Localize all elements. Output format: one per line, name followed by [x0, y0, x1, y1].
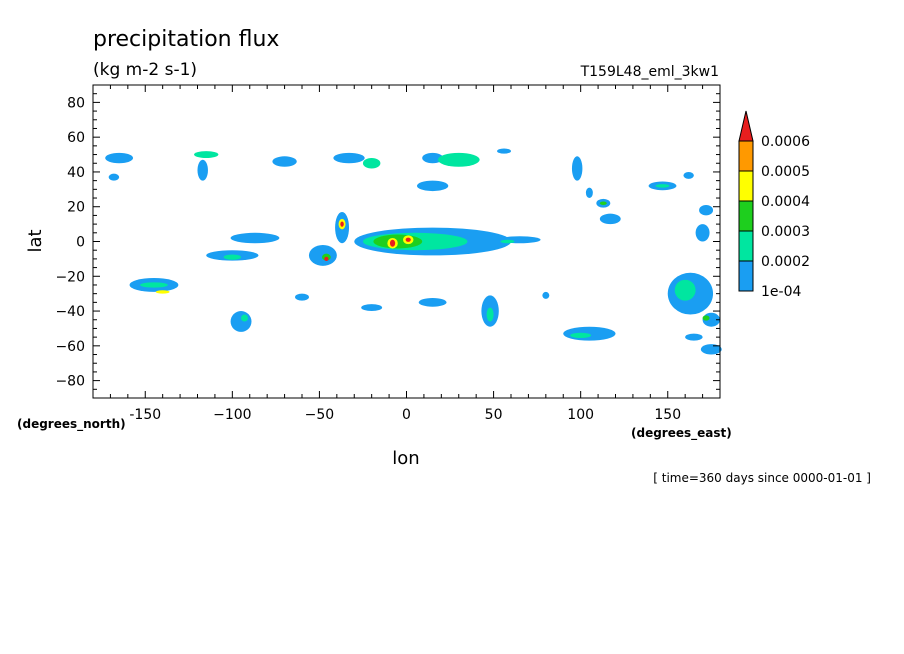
- colorbar-label: 0.0003: [761, 224, 810, 240]
- precip-cell-49: [683, 171, 694, 179]
- precip-cell-41: [570, 332, 592, 339]
- y-units-label: (degrees_north): [17, 417, 126, 432]
- run-label: T159L48_eml_3kw1: [580, 64, 719, 80]
- x-units-label: (degrees_east): [631, 426, 732, 441]
- precip-cell-6: [362, 158, 381, 169]
- x-tick-label: 150: [654, 407, 681, 423]
- precip-cell-42: [571, 156, 583, 181]
- precip-cell-31: [155, 290, 170, 294]
- precip-cell-5: [333, 152, 365, 164]
- y-axis-label: lat: [25, 229, 46, 252]
- precip-cell-13: [223, 254, 242, 260]
- precip-cell-38: [486, 307, 494, 322]
- units-label: (kg m-2 s-1): [93, 60, 197, 80]
- precip-cell-10: [416, 180, 449, 192]
- precip-cell-39: [542, 291, 550, 299]
- precip-cell-53: [674, 279, 696, 301]
- precip-cell-33: [241, 314, 249, 322]
- precip-cell-34: [295, 293, 309, 301]
- precip-cell-19: [324, 256, 329, 261]
- precip-cell-1: [108, 173, 120, 181]
- colorbar-label: 0.0006: [761, 134, 810, 150]
- colorbar-swatch: [738, 260, 754, 292]
- colorbar-label: 0.0004: [761, 194, 810, 210]
- precip-cell-16: [340, 221, 344, 227]
- precip-cell-26: [405, 237, 411, 242]
- x-axis: -150 −100 −50 0 50 100 150: [109, 85, 704, 423]
- colorbar-swatch: [738, 230, 754, 262]
- colorbar-arrow: [738, 110, 754, 142]
- precip-cells: [105, 148, 722, 355]
- colorbar-swatch: [738, 200, 754, 232]
- precip-cell-4: [272, 156, 297, 167]
- precip-cell-56: [685, 333, 703, 341]
- y-tick-label: −60: [55, 339, 85, 355]
- precip-cell-11: [230, 232, 280, 244]
- precip-cell-45: [599, 201, 607, 205]
- precip-cell-28: [500, 239, 515, 244]
- precip-cell-32: [230, 311, 252, 332]
- precip-cell-7: [422, 152, 444, 164]
- precip-cell-9: [497, 148, 511, 154]
- y-tick-label: −40: [55, 304, 85, 320]
- precip-cell-51: [695, 224, 710, 242]
- y-axis: 80 60 40 20 0 −20 −40 −60 −80: [55, 93, 720, 390]
- precip-cell-0: [105, 152, 134, 164]
- x-tick-label: -150: [129, 407, 161, 423]
- precip-cell-8: [437, 152, 480, 167]
- y-tick-label: 80: [67, 95, 85, 111]
- precip-cell-40: [563, 326, 616, 341]
- precip-cell-36: [418, 298, 447, 307]
- precip-cell-57: [700, 344, 722, 355]
- precip-cell-30: [140, 282, 168, 288]
- precip-cell-46: [599, 213, 621, 225]
- precip-cell-35: [361, 304, 383, 312]
- y-tick-label: 0: [76, 235, 85, 251]
- x-tick-label: −50: [305, 407, 335, 423]
- x-tick-label: 50: [485, 407, 503, 423]
- precip-cell-3: [197, 159, 208, 181]
- x-tick-label: 0: [402, 407, 411, 423]
- x-axis-label: lon: [392, 448, 419, 469]
- precip-cell-50: [699, 204, 714, 216]
- time-label: [ time=360 days since 0000-01-01 ]: [653, 471, 871, 485]
- y-tick-label: −80: [55, 374, 85, 390]
- y-tick-label: 40: [67, 165, 85, 181]
- colorbar-label: 1e-04: [761, 284, 801, 300]
- colorbar-label: 0.0002: [761, 254, 810, 270]
- x-tick-label: 100: [567, 407, 594, 423]
- colorbar-swatch: [738, 140, 754, 172]
- colorbar-swatch: [738, 170, 754, 202]
- precip-cell-55: [702, 315, 710, 321]
- x-tick-label: −100: [213, 407, 251, 423]
- y-tick-label: 60: [67, 130, 85, 146]
- precip-cell-43: [585, 187, 593, 199]
- y-tick-label: −20: [55, 269, 85, 285]
- y-tick-label: 20: [67, 200, 85, 216]
- chart-title: precipitation flux: [93, 27, 279, 52]
- precip-cell-48: [655, 184, 670, 188]
- precip-cell-2: [194, 151, 219, 159]
- precip-cell-24: [389, 239, 396, 247]
- colorbar-legend: 1e-04 0.0002 0.0003 0.0004 0.0005 0.0006: [738, 110, 810, 300]
- colorbar-label: 0.0005: [761, 164, 810, 180]
- precip-cell-22: [373, 234, 423, 249]
